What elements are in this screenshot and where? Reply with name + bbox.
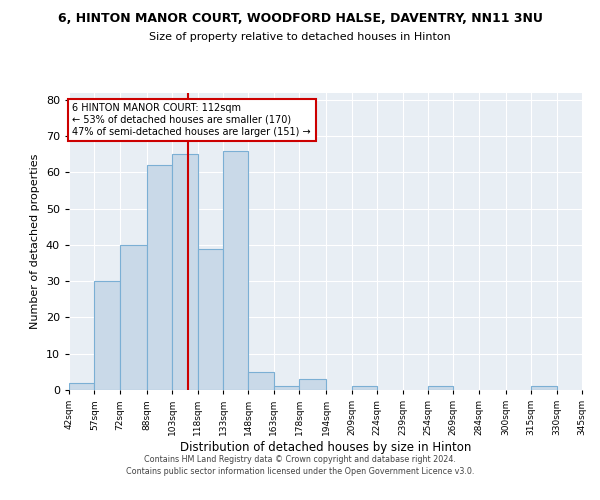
Bar [94,281,120,390]
Bar [223,150,248,390]
Text: Contains public sector information licensed under the Open Government Licence v3: Contains public sector information licen… [126,467,474,476]
Text: 6, HINTON MANOR COURT, WOODFORD HALSE, DAVENTRY, NN11 3NU: 6, HINTON MANOR COURT, WOODFORD HALSE, D… [58,12,542,26]
Bar [120,245,147,390]
Bar [248,372,274,390]
Bar [428,386,454,390]
Text: 6 HINTON MANOR COURT: 112sqm
← 53% of detached houses are smaller (170)
47% of s: 6 HINTON MANOR COURT: 112sqm ← 53% of de… [73,104,311,136]
Bar [352,386,377,390]
Bar [197,248,223,390]
Bar [147,165,172,390]
Bar [274,386,299,390]
Bar [531,386,557,390]
Text: Contains HM Land Registry data © Crown copyright and database right 2024.: Contains HM Land Registry data © Crown c… [144,455,456,464]
X-axis label: Distribution of detached houses by size in Hinton: Distribution of detached houses by size … [180,441,471,454]
Bar [172,154,197,390]
Y-axis label: Number of detached properties: Number of detached properties [30,154,40,329]
Text: Size of property relative to detached houses in Hinton: Size of property relative to detached ho… [149,32,451,42]
Bar [299,379,326,390]
Bar [69,382,94,390]
